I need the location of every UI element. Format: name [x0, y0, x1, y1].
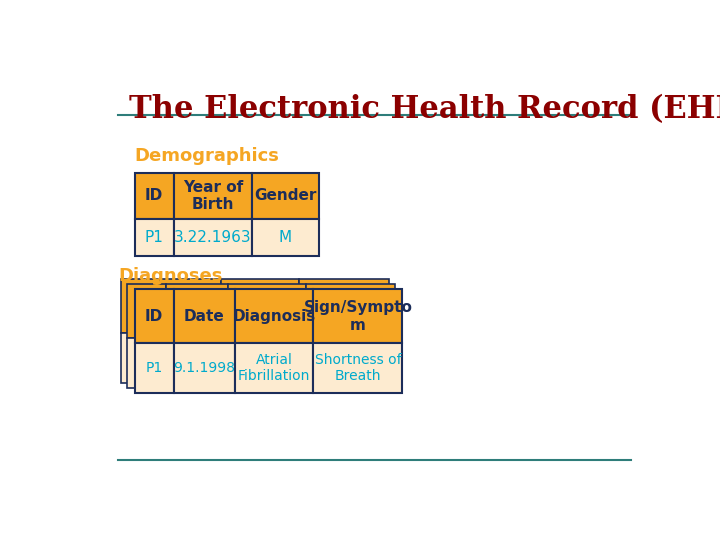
FancyBboxPatch shape [121, 279, 160, 333]
Text: The Electronic Health Record (EHR): The Electronic Health Record (EHR) [129, 94, 720, 125]
FancyBboxPatch shape [313, 289, 402, 343]
FancyBboxPatch shape [221, 279, 300, 333]
Text: Year of
Birth: Year of Birth [183, 180, 243, 212]
FancyBboxPatch shape [135, 343, 174, 393]
Text: ID: ID [145, 309, 163, 324]
Text: P1: P1 [145, 361, 163, 375]
FancyBboxPatch shape [174, 219, 252, 256]
FancyBboxPatch shape [127, 284, 166, 338]
FancyBboxPatch shape [160, 333, 221, 383]
FancyBboxPatch shape [174, 173, 252, 219]
FancyBboxPatch shape [174, 289, 235, 343]
Text: P1: P1 [145, 230, 163, 245]
FancyBboxPatch shape [300, 279, 389, 333]
Text: Atrial
Fibrillation: Atrial Fibrillation [238, 353, 310, 383]
FancyBboxPatch shape [135, 289, 174, 343]
Text: Diagnoses: Diagnoses [118, 267, 222, 285]
FancyBboxPatch shape [235, 289, 313, 343]
Text: Sign/Sympto
m: Sign/Sympto m [303, 300, 413, 333]
FancyBboxPatch shape [228, 284, 306, 338]
FancyBboxPatch shape [235, 343, 313, 393]
FancyBboxPatch shape [160, 279, 221, 333]
Text: M: M [279, 230, 292, 245]
FancyBboxPatch shape [174, 343, 235, 393]
FancyBboxPatch shape [306, 284, 395, 338]
Text: Gender: Gender [254, 188, 317, 203]
Text: Diagnosis: Diagnosis [233, 309, 316, 324]
FancyBboxPatch shape [221, 333, 300, 383]
FancyBboxPatch shape [135, 219, 174, 256]
FancyBboxPatch shape [252, 219, 319, 256]
FancyBboxPatch shape [135, 173, 174, 219]
Text: 3.22.1963: 3.22.1963 [174, 230, 251, 245]
Text: Date: Date [184, 309, 225, 324]
FancyBboxPatch shape [313, 343, 402, 393]
FancyBboxPatch shape [166, 284, 228, 338]
Text: Shortness of
Breath: Shortness of Breath [315, 353, 401, 383]
FancyBboxPatch shape [252, 173, 319, 219]
Text: Demographics: Demographics [135, 146, 279, 165]
FancyBboxPatch shape [127, 338, 166, 388]
Text: 9.1.1998: 9.1.1998 [174, 361, 235, 375]
FancyBboxPatch shape [228, 338, 306, 388]
FancyBboxPatch shape [166, 338, 228, 388]
FancyBboxPatch shape [121, 333, 160, 383]
Text: ID: ID [145, 188, 163, 203]
FancyBboxPatch shape [300, 333, 389, 383]
FancyBboxPatch shape [306, 338, 395, 388]
